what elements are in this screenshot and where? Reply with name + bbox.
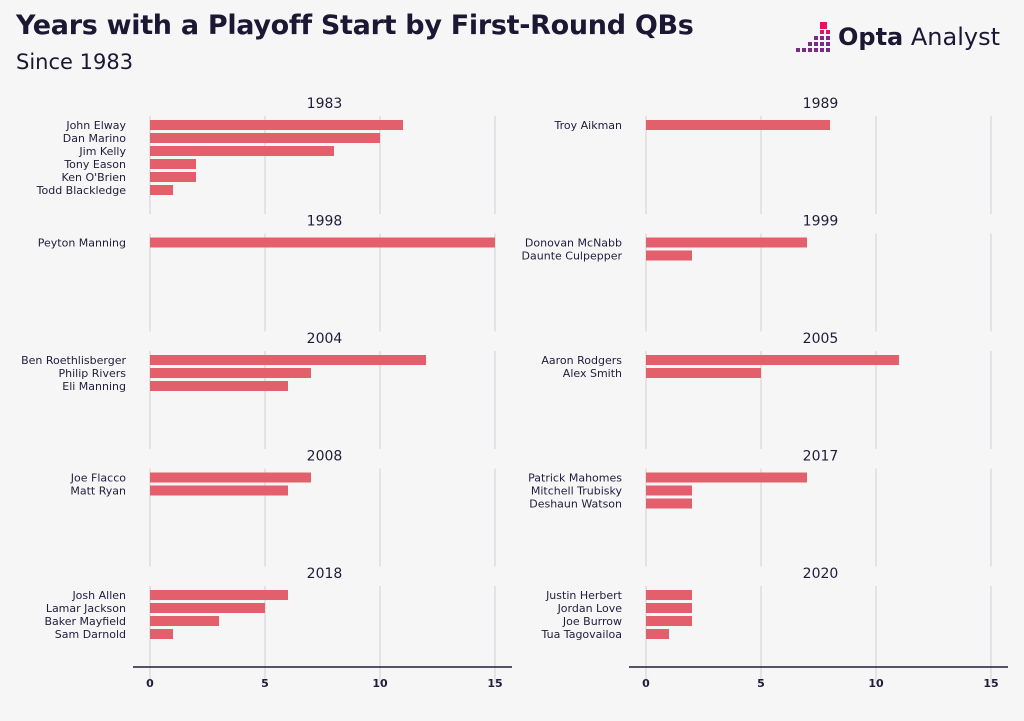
- logo-dot: [826, 42, 830, 46]
- bar: [646, 250, 692, 261]
- bar: [646, 237, 807, 248]
- bar: [646, 120, 830, 130]
- bar-label: Lamar Jackson: [46, 602, 126, 615]
- logo-dot: [802, 48, 806, 52]
- bar: [646, 472, 807, 483]
- bar-label: Mitchell Trubisky: [531, 485, 623, 498]
- bar-label: Deshaun Watson: [529, 498, 622, 511]
- bar: [646, 485, 692, 496]
- panel-title: 2004: [307, 331, 343, 347]
- logo-dot: [808, 48, 812, 52]
- logo-dot: [820, 48, 824, 52]
- x-tick-label: 5: [757, 677, 765, 690]
- bar: [150, 120, 403, 130]
- panel-title: 2017: [803, 449, 839, 465]
- panel-title: 2005: [803, 331, 839, 347]
- x-tick-label: 10: [868, 677, 884, 690]
- x-tick-label: 0: [146, 677, 154, 690]
- x-tick-label: 15: [983, 677, 998, 690]
- bar-label: Patrick Mahomes: [528, 472, 622, 485]
- bar: [150, 616, 219, 626]
- bar: [150, 472, 311, 483]
- bar-label: Baker Mayfield: [44, 615, 126, 628]
- x-tick-label: 15: [487, 677, 502, 690]
- bar-label: Troy Aikman: [554, 119, 623, 132]
- bar: [150, 381, 288, 391]
- bar-label: Sam Darnold: [55, 628, 126, 641]
- bar-label: Matt Ryan: [70, 485, 126, 498]
- bar: [150, 368, 311, 378]
- brand-name-bold: Opta: [838, 23, 904, 51]
- bar: [150, 629, 173, 639]
- bar-label: Tua Tagovailoa: [541, 628, 622, 641]
- bar: [150, 355, 426, 365]
- bar: [150, 172, 196, 182]
- bar: [646, 498, 692, 509]
- bar-label: Dan Marino: [63, 132, 126, 145]
- bar-label: Jordan Love: [557, 602, 623, 615]
- logo-dot: [814, 48, 818, 52]
- bar-label: Justin Herbert: [545, 589, 623, 602]
- bar-label: Daunte Culpepper: [522, 250, 623, 263]
- bar: [646, 368, 761, 378]
- bar-label: Alex Smith: [563, 367, 622, 380]
- panel-title: 1989: [803, 96, 839, 112]
- logo-dot: [820, 30, 824, 34]
- panel-title: 2020: [803, 566, 839, 582]
- chart-subtitle: Since 1983: [16, 50, 134, 74]
- bar-label: Joe Burrow: [562, 615, 622, 628]
- bar: [150, 237, 495, 248]
- bar-label: Ken O'Brien: [62, 171, 126, 184]
- bar-label: Todd Blackledge: [36, 184, 127, 197]
- bar-label: Donovan McNabb: [525, 237, 622, 250]
- logo-dot: [820, 42, 824, 46]
- panel-title: 2008: [307, 449, 343, 465]
- bar: [150, 146, 334, 156]
- bar-label: Ben Roethlisberger: [21, 354, 126, 367]
- logo-dot: [826, 36, 830, 40]
- logo-dot: [826, 30, 830, 34]
- brand-name-regular: Analyst: [910, 23, 1001, 51]
- bar: [150, 485, 288, 496]
- logo-dot: [820, 22, 827, 29]
- bar: [646, 355, 899, 365]
- logo-dot: [820, 36, 824, 40]
- bar-label: Jim Kelly: [78, 145, 126, 158]
- logo-dot: [796, 48, 800, 52]
- bar: [646, 616, 692, 626]
- opta-logo-icon: [796, 22, 830, 52]
- panel-title: 2018: [307, 566, 343, 582]
- x-tick-label: 5: [261, 677, 269, 690]
- logo-dot: [808, 42, 812, 46]
- bar-label: Tony Eason: [63, 158, 126, 171]
- x-tick-label: 0: [642, 677, 650, 690]
- bar-label: Philip Rivers: [59, 367, 127, 380]
- bar: [646, 590, 692, 600]
- bar-label: Aaron Rodgers: [541, 354, 622, 367]
- logo-dot: [826, 48, 830, 52]
- bar-label: Eli Manning: [62, 380, 126, 393]
- bar: [646, 629, 669, 639]
- bar-label: Joe Flacco: [70, 472, 126, 485]
- logo-dot: [814, 36, 818, 40]
- logo-dot: [814, 42, 818, 46]
- panel-title: 1998: [307, 214, 343, 230]
- bar-label: Peyton Manning: [38, 237, 126, 250]
- brand-name: Opta Analyst: [838, 23, 1000, 51]
- panel-title: 1983: [307, 96, 343, 112]
- bar: [150, 185, 173, 195]
- bar: [150, 590, 288, 600]
- chart-title: Years with a Playoff Start by First-Roun…: [16, 10, 694, 41]
- x-tick-label: 10: [372, 677, 388, 690]
- bar: [646, 603, 692, 613]
- bar: [150, 159, 196, 169]
- bar-label: John Elway: [65, 119, 126, 132]
- bar: [150, 603, 265, 613]
- panel-title: 1999: [803, 214, 839, 230]
- bar-label: Josh Allen: [71, 589, 126, 602]
- bar: [150, 133, 380, 143]
